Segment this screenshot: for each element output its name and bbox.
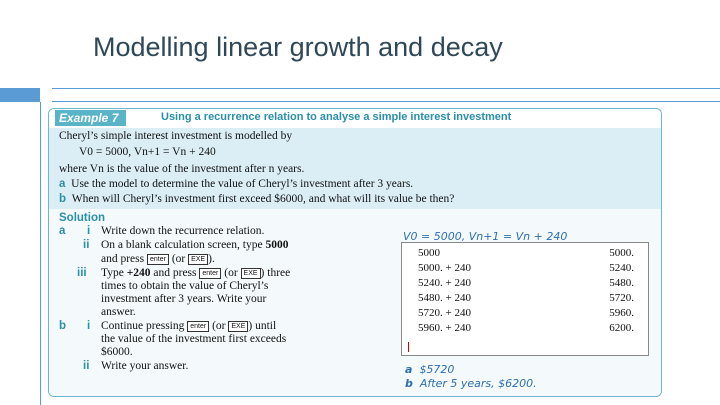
calculator-row: 5240. + 240 5480.: [418, 277, 634, 289]
example-heading: Using a recurrence relation to analyse a…: [161, 111, 512, 123]
calculator-screen: 5000 5000. 5000. + 240 5240. 5240. + 240 54…: [401, 242, 649, 356]
calculator-row: 5480. + 240 5720.: [418, 292, 634, 304]
recurrence-relation: V0 = 5000, Vn+1 = Vn + 240: [79, 146, 216, 158]
cursor-icon: [408, 342, 409, 352]
step-number: iii: [77, 267, 87, 279]
calculator-row: 5720. + 240 5960.: [418, 307, 634, 319]
question-line: Cheryl’s simple interest investment is m…: [59, 130, 293, 142]
step-text: times to obtain the value of Cheryl’s: [101, 280, 269, 292]
step-text: Continue pressing enter (or EXE) until: [101, 320, 277, 332]
exe-key-icon: EXE: [240, 267, 261, 279]
step-number: i: [87, 225, 91, 237]
exe-key-icon: EXE: [188, 253, 209, 265]
example-badge: Example 7: [55, 110, 127, 126]
step-text: $6000.: [101, 346, 133, 358]
accent-vertical-line: [40, 102, 41, 405]
step-text: the value of the investment first exceed…: [101, 333, 287, 345]
step-number: ii: [83, 360, 90, 372]
calculator-row: 5960. + 240 6200.: [418, 322, 634, 334]
calculator-row: 5000. + 240 5240.: [418, 262, 634, 274]
accent-bar-left: [0, 88, 40, 102]
handwritten-answer-b: b After 5 years, $6200.: [405, 377, 537, 390]
step-text: and press enter (or EXE).: [101, 253, 215, 265]
step-text: Write down the recurrence relation.: [101, 225, 265, 237]
solution-label-b: b: [59, 320, 67, 332]
question-part-a: a Use the model to determine the value o…: [59, 178, 414, 190]
enter-key-icon: enter: [147, 253, 169, 265]
solution-title: Solution: [59, 212, 105, 224]
step-number: ii: [83, 239, 90, 251]
solution-label-a: a: [59, 225, 66, 237]
example-header: Example 7 Using a recurrence relation to…: [49, 109, 661, 128]
enter-key-icon: enter: [187, 320, 210, 332]
step-text: investment after 3 years. Write your: [101, 293, 267, 305]
question-line: where Vn is the value of the investment …: [59, 163, 305, 175]
question-part-b: b When will Cheryl’s investment first ex…: [59, 193, 455, 205]
step-text: On a blank calculation screen, type 5000: [101, 239, 289, 251]
exe-key-icon: EXE: [228, 320, 249, 332]
step-text: Write your answer.: [101, 360, 189, 372]
accent-bar-right: [52, 88, 720, 102]
handwritten-relation: V0 = 5000, Vn+1 = Vn + 240: [403, 230, 568, 243]
calculator-row: 5000 5000.: [418, 247, 634, 259]
slide-title: Modelling linear growth and decay: [93, 32, 503, 62]
step-number: i: [87, 320, 91, 332]
example-panel: Example 7 Using a recurrence relation to…: [48, 108, 662, 397]
step-text: answer.: [101, 306, 136, 318]
handwritten-answer-a: a $5720: [405, 363, 455, 376]
step-text: Type +240 and press enter (or EXE) three: [101, 267, 291, 279]
enter-key-icon: enter: [199, 267, 222, 279]
